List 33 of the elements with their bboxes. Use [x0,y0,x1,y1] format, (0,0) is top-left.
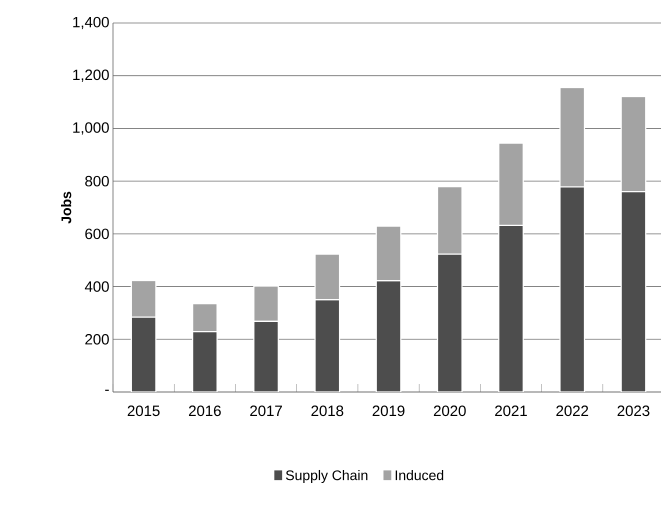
x-tick-label: 2022 [556,406,588,416]
y-tick-label: 1,400 [73,16,109,30]
bar [376,226,402,282]
x-tick-label: 2018 [311,406,344,416]
x-tick-label: 2016 [188,406,221,416]
y-tick-label: 800 [85,176,109,186]
bar [253,285,279,322]
bar [376,280,402,392]
bar [314,299,340,392]
x-tick-label: 2020 [434,406,466,416]
bar [559,186,586,392]
y-tick-label: 1,000 [73,122,109,135]
bar [498,224,524,392]
y-tick-label: 400 [84,281,109,292]
y-tick-label: - [105,390,109,391]
x-tick-label: 2023 [618,406,650,416]
legend-label: Supply Chain [286,470,368,483]
x-tick-label: 2021 [495,406,527,416]
bar [436,254,463,392]
y-tick-label: 600 [85,228,109,240]
x-tick-label: 2015 [128,406,160,416]
y-tick-label: 200 [85,334,109,345]
legend-label: Induced [396,470,444,480]
bar [192,331,218,392]
y-axis-title: Jobs [61,192,72,224]
bar [130,316,156,392]
bar [253,320,279,392]
x-tick-label: 2019 [372,406,404,416]
bar [620,191,646,392]
y-tick-label: 1,200 [73,70,109,82]
bar [314,254,340,300]
x-tick-label: 2017 [250,406,282,416]
bar [192,303,218,332]
